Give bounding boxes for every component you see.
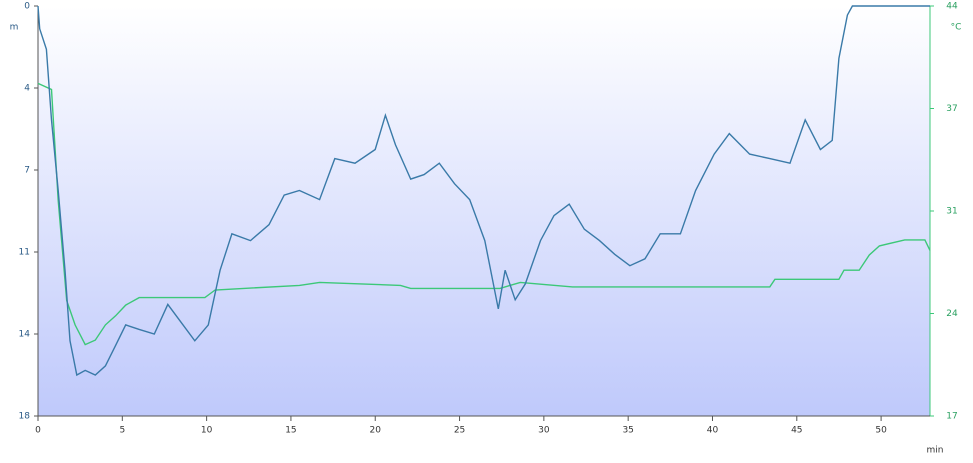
- y2-tick-label: 31: [946, 207, 957, 217]
- x-tick-label: 25: [454, 426, 465, 436]
- x-tick-label: 50: [875, 426, 887, 436]
- x-tick-label: 15: [285, 426, 296, 436]
- plot-area: [38, 6, 930, 416]
- y-tick-label: 11: [19, 248, 30, 258]
- y2-tick-label: 17: [946, 412, 957, 422]
- x-tick-label: 10: [201, 426, 213, 436]
- x-tick-label: 45: [791, 426, 802, 436]
- y-tick-label: 7: [24, 166, 30, 176]
- x-tick-label: 0: [35, 426, 41, 436]
- y2-tick-label: 44: [946, 2, 958, 12]
- y-axis-label: m: [10, 23, 19, 33]
- x-tick-label: 30: [538, 426, 550, 436]
- x-tick-label: 35: [622, 426, 633, 436]
- y2-tick-label: 24: [946, 309, 958, 319]
- y2-axis-label: °C: [951, 23, 962, 33]
- x-axis-label: min: [927, 446, 944, 456]
- y2-tick-label: 37: [946, 104, 957, 114]
- series-line: [37, 5, 930, 377]
- y-tick-label: 4: [24, 84, 30, 94]
- y-tick-label: 0: [24, 2, 30, 12]
- series-line: [37, 82, 931, 346]
- x-tick-label: 40: [707, 426, 719, 436]
- y-tick-label: 14: [19, 330, 31, 340]
- x-tick-label: 20: [370, 426, 382, 436]
- x-tick-label: 5: [119, 426, 125, 436]
- y-tick-label: 18: [19, 412, 31, 422]
